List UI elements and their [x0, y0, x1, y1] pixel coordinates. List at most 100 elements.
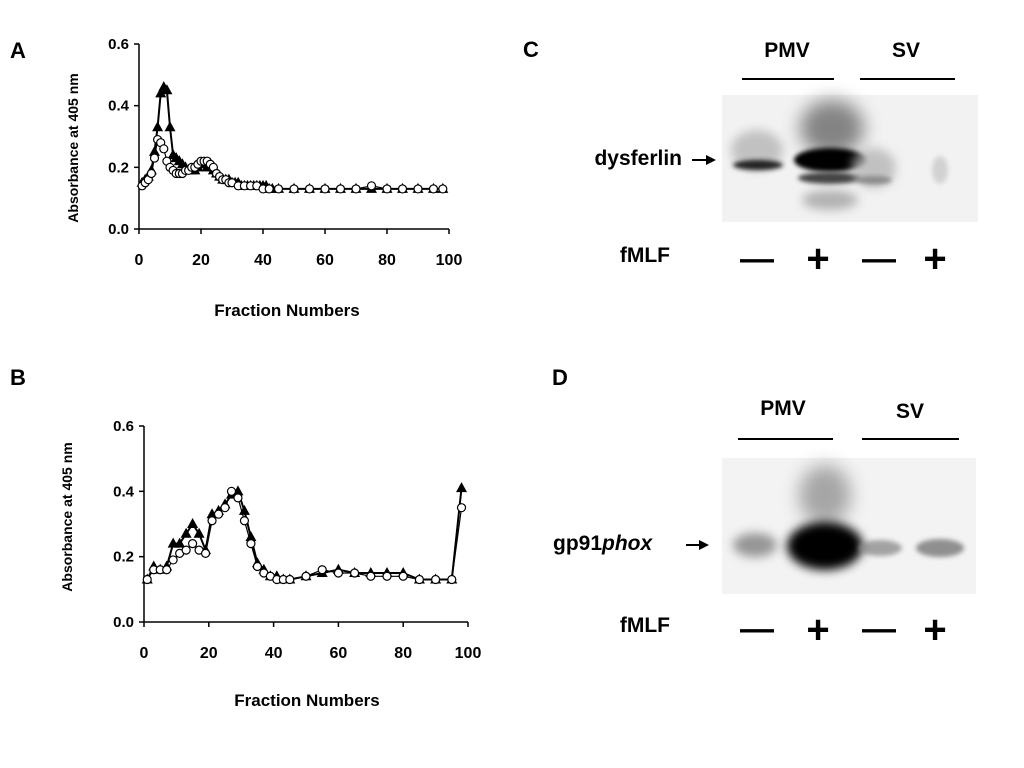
chart-b-xtick-label: 100 — [455, 645, 482, 662]
chart-b-point-circle — [333, 568, 343, 578]
chart-b-series-circle-line — [146, 490, 463, 581]
panel-label-b: B — [10, 365, 26, 390]
chart-b-point-circle — [162, 565, 172, 575]
blot-c-lane-1-sign: — — [740, 240, 774, 278]
chart-a-ytick-label: 0.0 — [108, 221, 129, 238]
panel-label-c: C — [523, 37, 539, 62]
chart-b-point-circle — [456, 503, 467, 513]
chart-b-point-circle — [213, 509, 224, 519]
chart-b-point-triangle — [456, 482, 468, 493]
chart-b-point-circle — [317, 565, 327, 575]
panel-label-a: A — [10, 38, 26, 63]
chart-b-point-triangle — [180, 527, 192, 538]
chart-a-point-circle — [273, 184, 284, 194]
chart-b-ytick-label: 0.0 — [113, 614, 134, 631]
western-blot-c: PMV SV dysferlin fMLF — + — + — [594, 39, 978, 281]
chart-a-ytick-label: 0.4 — [108, 98, 130, 115]
blot-d-lane-1-sign: — — [740, 610, 774, 648]
western-blot-d: PMV SV gp91phox fMLF — + — + — [553, 397, 976, 652]
chart-b-point-circle — [207, 516, 217, 526]
chart-a-point-circle — [413, 184, 423, 194]
blot-d-protein-label: gp91phox — [553, 532, 653, 555]
chart-b-point-circle — [350, 568, 360, 578]
panel-label-d: D — [552, 365, 568, 390]
chart-a-point-circle — [289, 184, 299, 194]
blot-c-group-pmv: PMV — [764, 39, 810, 62]
blot-d-lane-2-sign: + — [806, 608, 829, 652]
blot-d-membrane — [722, 458, 976, 594]
chart-b-point-triangle — [245, 531, 257, 542]
chart-b-point-triangle — [187, 518, 199, 528]
chart-b-point-circle — [398, 571, 408, 581]
chart-b-point-circle — [181, 545, 191, 555]
blot-c-lane-3-sign: — — [862, 240, 896, 278]
blot-c-lane-4-sign: + — [923, 237, 946, 281]
blot-d-arrow-icon — [699, 540, 709, 550]
blot-c-group-sv: SV — [892, 39, 920, 62]
chart-a-xlabel: Fraction Numbers — [214, 301, 359, 320]
chart-b: Fraction Numbers Absorbance at 405 nm 0.… — [59, 418, 481, 710]
chart-b-ytick-label: 0.4 — [113, 483, 135, 500]
chart-a-point-circle — [438, 184, 448, 194]
chart-a-point-triangle — [152, 121, 164, 132]
chart-b-ylabel: Absorbance at 405 nm — [59, 442, 75, 591]
chart-a-xtick-label: 80 — [378, 252, 396, 269]
chart-a-point-circle — [149, 153, 160, 163]
chart-b-xtick-label: 60 — [330, 645, 348, 662]
chart-a-point-triangle — [161, 84, 173, 95]
chart-b-point-circle — [226, 486, 237, 496]
chart-a: Fraction Numbers Absorbance at 405 nm 0.… — [65, 36, 462, 320]
chart-b-point-circle — [382, 571, 392, 581]
chart-b-point-circle — [414, 574, 424, 585]
chart-b-point-circle — [447, 574, 457, 585]
chart-b-point-circle — [431, 574, 441, 585]
chart-a-ylabel: Absorbance at 405 nm — [65, 73, 81, 222]
chart-b-xtick-label: 20 — [200, 645, 218, 662]
chart-b-ytick-label: 0.6 — [113, 418, 134, 435]
chart-a-xtick-label: 100 — [436, 252, 463, 269]
chart-b-point-triangle — [174, 537, 186, 548]
chart-a-point-circle — [397, 184, 408, 194]
blot-d-group-sv: SV — [896, 400, 924, 423]
blot-d-lane-4-sign: + — [923, 608, 946, 652]
chart-a-point-circle — [366, 181, 377, 191]
chart-a-point-triangle — [164, 121, 176, 132]
chart-b-point-circle — [366, 571, 376, 581]
blot-c-lane-2-sign: + — [806, 237, 829, 281]
chart-a-point-circle — [159, 144, 169, 154]
chart-b-point-circle — [233, 493, 243, 503]
chart-b-point-circle — [142, 574, 152, 585]
chart-b-point-circle — [220, 503, 230, 513]
chart-a-point-circle — [351, 184, 361, 194]
blot-c-protein-label: dysferlin — [594, 147, 682, 170]
blot-d-lane-3-sign: — — [862, 610, 896, 648]
chart-a-point-circle — [382, 184, 392, 194]
chart-a-xtick-label: 40 — [254, 252, 272, 269]
blot-d-treatment-label: fMLF — [620, 614, 670, 637]
blot-d-group-pmv: PMV — [760, 397, 806, 420]
chart-b-ytick-label: 0.2 — [113, 549, 134, 566]
chart-b-point-circle — [200, 548, 211, 559]
blot-c-membrane — [722, 95, 978, 222]
chart-a-point-circle — [335, 184, 346, 194]
chart-b-xtick-label: 40 — [265, 645, 283, 662]
chart-b-point-circle — [301, 571, 311, 581]
chart-a-point-circle — [304, 184, 315, 194]
chart-b-point-circle — [252, 561, 262, 572]
chart-b-point-circle — [285, 574, 295, 585]
chart-b-point-triangle — [193, 527, 205, 538]
chart-b-xtick-label: 0 — [140, 645, 149, 662]
chart-a-point-circle — [320, 184, 330, 194]
chart-a-ytick-label: 0.6 — [108, 36, 129, 53]
chart-b-point-circle — [168, 555, 178, 565]
chart-a-point-triangle — [155, 87, 167, 98]
chart-b-point-circle — [188, 538, 198, 549]
chart-b-xlabel: Fraction Numbers — [234, 691, 379, 710]
chart-a-point-circle — [264, 184, 274, 194]
chart-b-xtick-label: 80 — [394, 645, 412, 662]
chart-b-series-triangle-line — [146, 487, 463, 581]
chart-a-point-triangle — [149, 145, 160, 156]
chart-b-point-circle — [239, 516, 250, 526]
chart-a-point-circle — [428, 184, 439, 194]
